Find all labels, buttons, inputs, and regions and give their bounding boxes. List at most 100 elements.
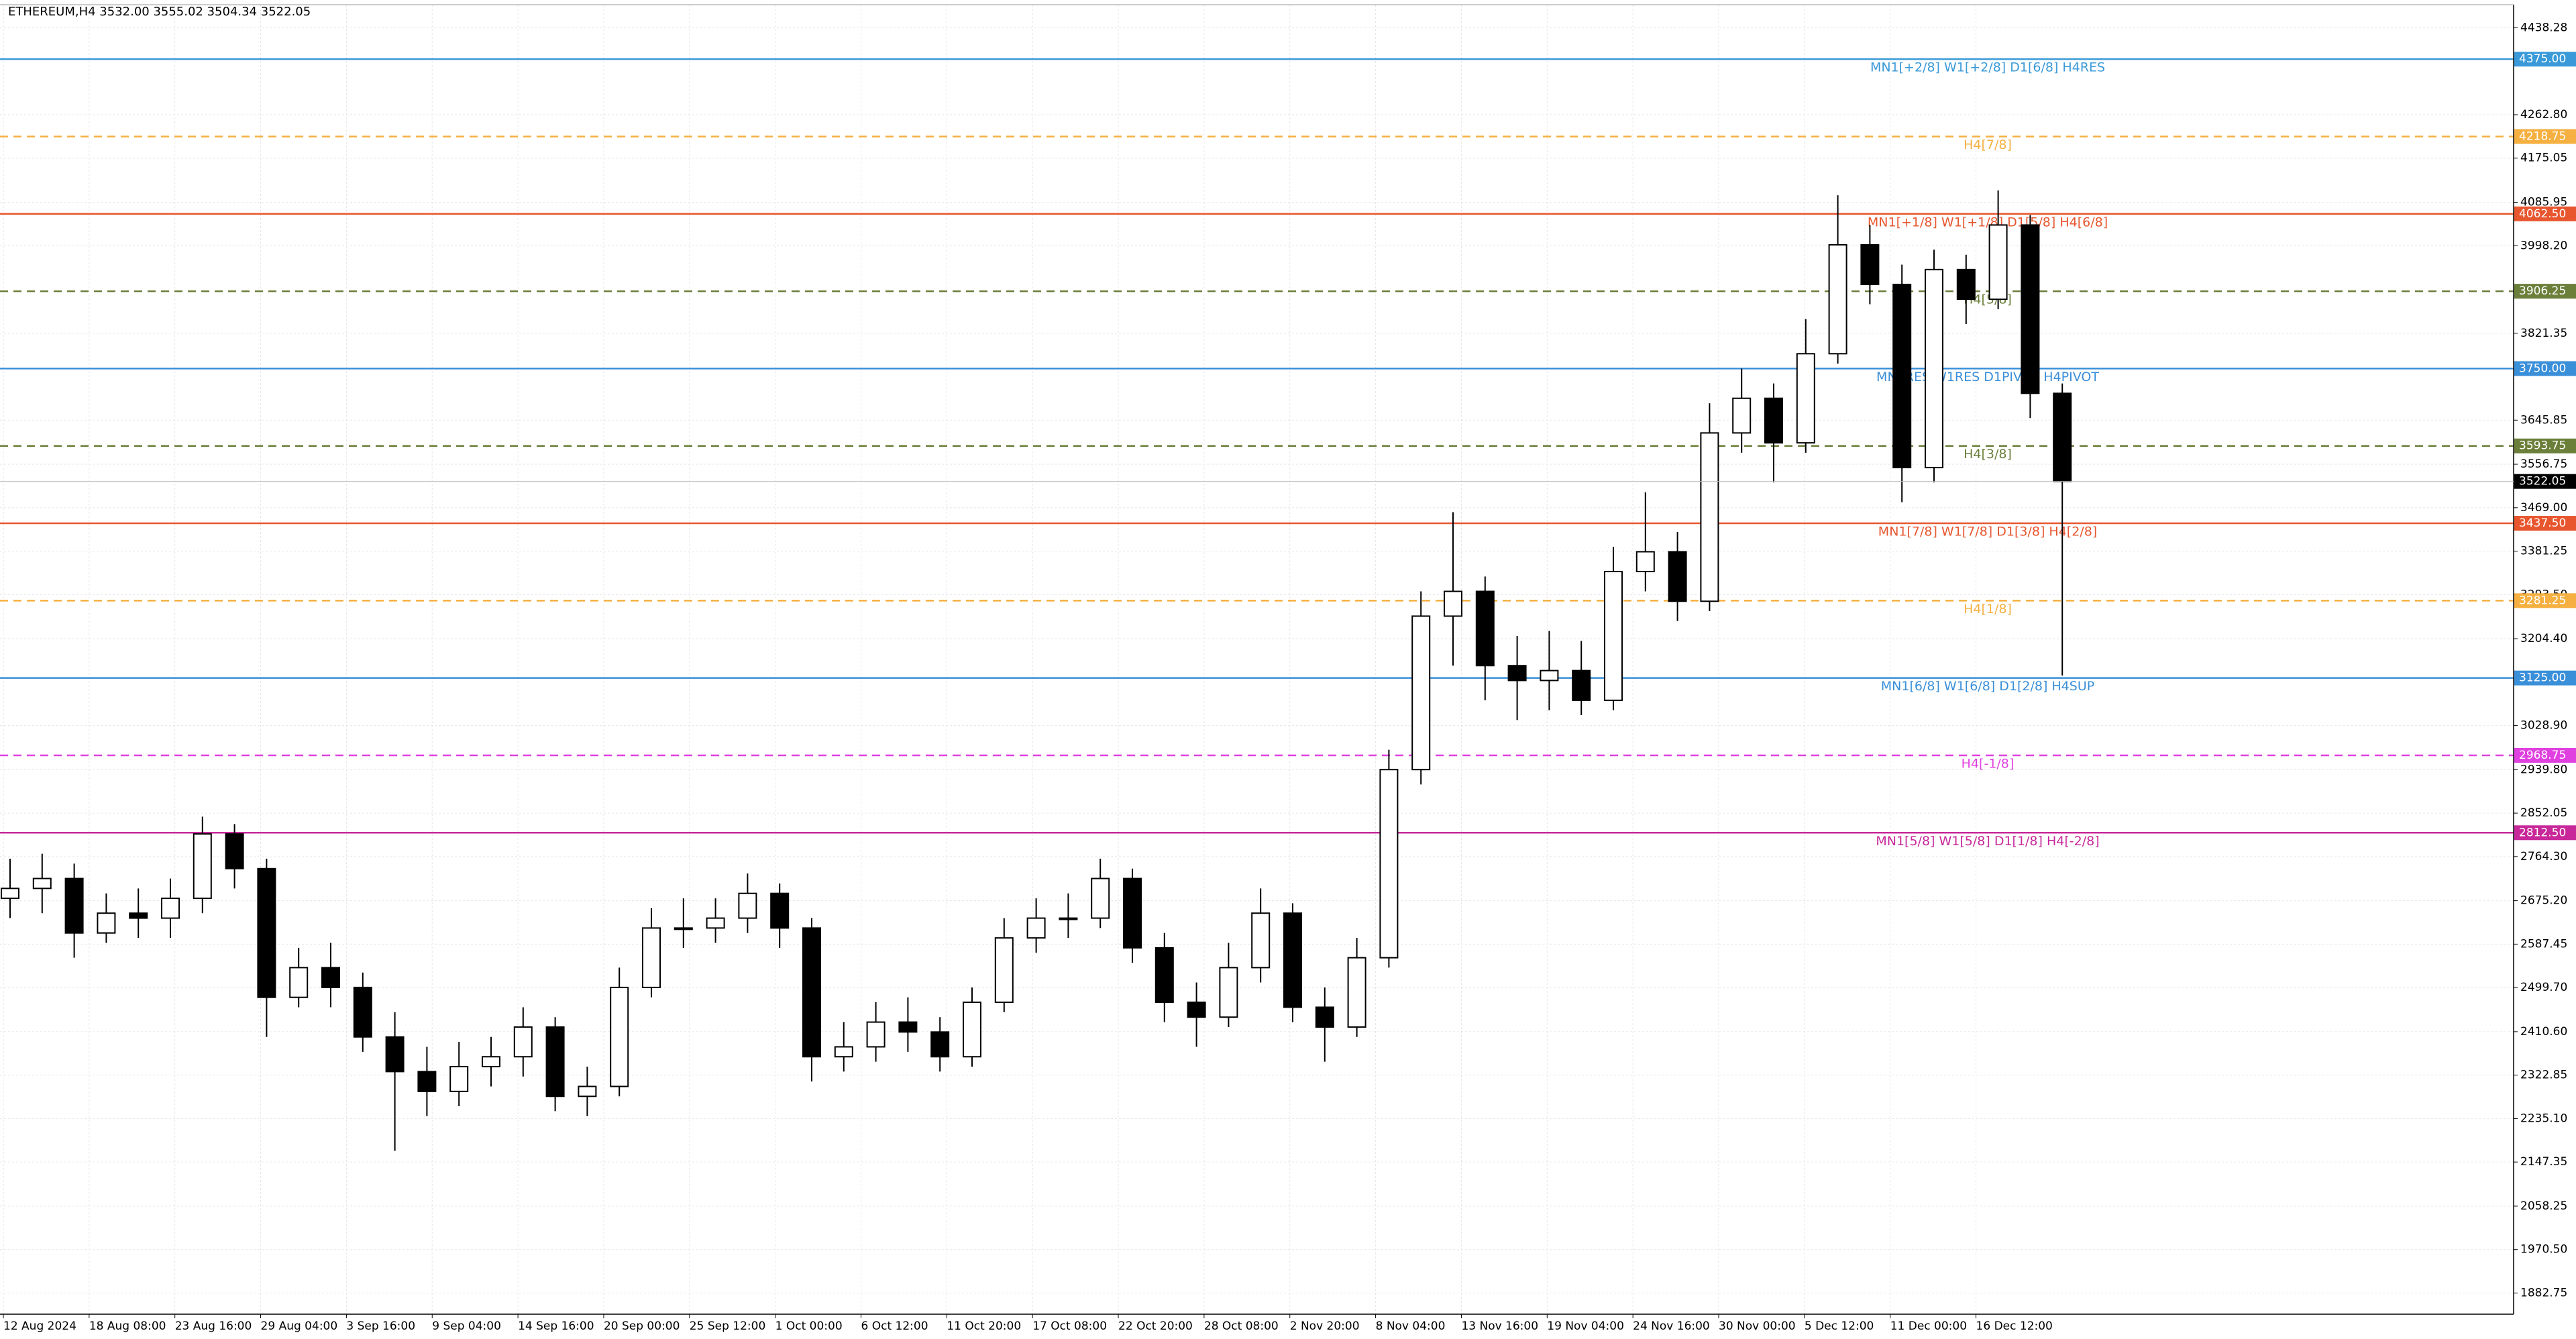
level-label: MN1[7/8] W1[7/8] D1[3/8] H4[2/8] — [1878, 525, 2097, 539]
candle-body — [1475, 590, 1495, 667]
candle-body — [2021, 224, 2040, 394]
current-price-label: 3522.05 — [2519, 475, 2566, 488]
y-tick-label: 2675.20 — [2520, 894, 2567, 908]
level-label: MN1[6/8] W1[6/8] D1[2/8] H4SUP — [1881, 679, 2094, 694]
candle-body — [1091, 877, 1110, 919]
level-label: H4[3/8] — [1964, 447, 2012, 462]
x-tick-label: 25 Sep 12:00 — [690, 1320, 765, 1333]
level-tag-label: 3437.50 — [2519, 517, 2566, 530]
level-tag — [2514, 52, 2576, 67]
level-tag-label: 3125.00 — [2519, 672, 2566, 685]
candle-body — [1251, 912, 1271, 969]
candle-body — [1411, 615, 1431, 771]
candle-body — [1, 888, 19, 900]
candle-body — [1283, 912, 1302, 1008]
level-tag — [2514, 593, 2576, 608]
candle-body — [321, 967, 340, 988]
y-tick-label: 4085.95 — [2520, 195, 2567, 209]
candle-body — [161, 898, 180, 919]
candle-body — [1764, 397, 1783, 444]
y-tick-label: 3556.75 — [2520, 458, 2567, 471]
y-tick-label: 3645.85 — [2520, 413, 2567, 427]
candle-body — [64, 877, 84, 934]
candle-body — [1059, 917, 1078, 920]
level-tag — [2514, 438, 2576, 453]
candle-body — [193, 833, 212, 900]
level-tag — [2514, 129, 2576, 144]
candle-body — [1700, 432, 1719, 602]
y-tick-label: 2499.70 — [2520, 981, 2567, 994]
level-tag — [2514, 206, 2576, 221]
x-tick-label: 24 Nov 16:00 — [1633, 1320, 1710, 1333]
y-tick-label: 2852.05 — [2520, 806, 2567, 820]
y-tick-label: 4175.05 — [2520, 152, 2567, 165]
candle-body — [1219, 967, 1238, 1018]
candle-body — [1635, 551, 1655, 573]
candle-body — [1444, 590, 1462, 617]
axes: 4438.28 4262.80 4175.05 4085.95 3998.20 3821.… — [0, 4, 2576, 1333]
x-tick-label: 30 Nov 00:00 — [1719, 1320, 1796, 1333]
level-label: MN1[+1/8] W1[+1/8] D1[5/8] H4[6/8] — [1868, 215, 2108, 229]
candle-body — [1828, 244, 1847, 355]
x-tick-label: 9 Sep 04:00 — [432, 1320, 501, 1333]
candle-body — [1026, 917, 1046, 939]
y-tick-label: 3998.20 — [2520, 239, 2567, 252]
level-tag-label: 3593.75 — [2519, 439, 2566, 453]
candle-body — [1796, 353, 1815, 444]
candles — [1, 190, 2072, 1151]
candle-body — [32, 877, 52, 890]
candle-body — [1572, 670, 1591, 701]
x-tick-label: 14 Sep 16:00 — [518, 1320, 594, 1333]
y-tick-label: 1882.75 — [2520, 1286, 2567, 1299]
x-tick-label: 12 Aug 2024 — [3, 1320, 76, 1333]
candle-body — [674, 927, 693, 930]
level-tag — [2514, 361, 2576, 376]
candle-body — [1155, 947, 1174, 1004]
y-tick-label: 2322.85 — [2520, 1069, 2567, 1082]
candle-body — [545, 1026, 565, 1097]
x-tick-label: 8 Nov 04:00 — [1376, 1320, 1446, 1333]
candle-body — [1123, 877, 1142, 949]
x-tick-label: 2 Nov 20:00 — [1290, 1320, 1360, 1333]
chart-title: ETHEREUM,H4 3532.00 3555.02 3504.34 3522… — [8, 5, 311, 19]
level-label: MN1[5/8] W1[5/8] D1[1/8] H4[-2/8] — [1876, 834, 2099, 849]
candle-body — [1956, 268, 1976, 301]
candle-body — [738, 892, 757, 919]
y-tick-label: 4262.80 — [2520, 108, 2567, 121]
candle-body — [1604, 571, 1623, 701]
level-tag — [2514, 516, 2576, 531]
level-tag-label: 2812.50 — [2519, 826, 2566, 839]
candle-body — [1347, 957, 1366, 1028]
candle-body — [1988, 224, 2008, 301]
x-tick-label: 13 Nov 16:00 — [1461, 1320, 1538, 1333]
candle-body — [1540, 670, 1559, 682]
level-tag — [2514, 670, 2576, 686]
level-tag — [2514, 825, 2576, 841]
candle-body — [2053, 392, 2072, 482]
candle-body — [257, 867, 276, 998]
candle-body — [1187, 1002, 1206, 1018]
candle-body — [513, 1026, 533, 1058]
y-tick-label: 2764.30 — [2520, 850, 2567, 863]
x-tick-label: 18 Aug 08:00 — [89, 1320, 166, 1333]
candle-body — [706, 917, 725, 929]
candle-body — [449, 1066, 469, 1092]
level-tag-label: 4062.50 — [2519, 207, 2566, 221]
candle-body — [353, 986, 372, 1038]
candle-body — [963, 1002, 981, 1058]
level-tag — [2514, 284, 2576, 299]
candle-body — [930, 1031, 950, 1058]
candle-body — [385, 1036, 405, 1073]
candle-body — [770, 892, 790, 929]
level-label: MN1[+2/8] W1[+2/8] D1[6/8] H4RES — [1870, 60, 2105, 75]
x-tick-label: 16 Dec 12:00 — [1976, 1320, 2053, 1333]
candle-body — [97, 912, 116, 934]
candle-body — [289, 967, 309, 998]
candle-body — [898, 1021, 918, 1033]
candle-body — [1925, 268, 1943, 469]
x-tick-label: 11 Dec 00:00 — [1890, 1320, 1967, 1333]
level-tag-label: 2968.75 — [2519, 749, 2566, 762]
candle-body — [482, 1056, 500, 1068]
candle-body — [610, 986, 629, 1087]
